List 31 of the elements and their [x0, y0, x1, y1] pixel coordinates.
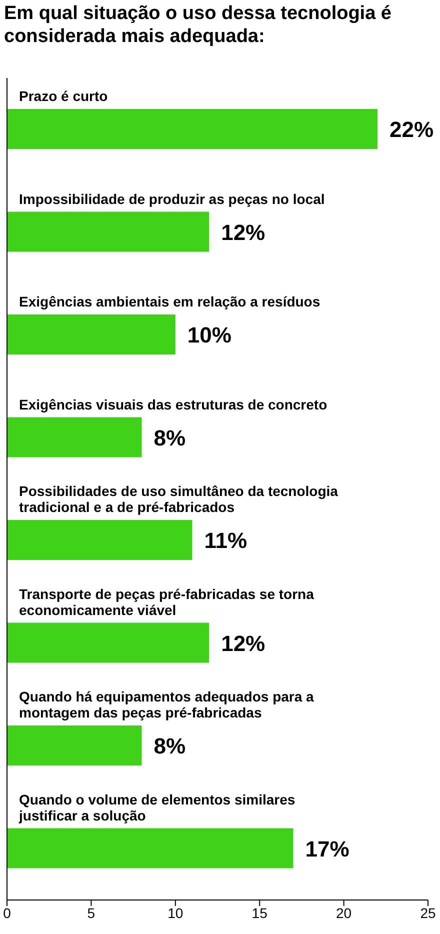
x-tick-label: 20: [336, 904, 352, 921]
data-label: 10%: [187, 322, 232, 348]
data-label: 12%: [221, 220, 266, 245]
bar: [7, 212, 210, 252]
bar: [7, 726, 142, 766]
bar: [7, 109, 378, 149]
data-label: 11%: [204, 528, 248, 553]
data-label: 22%: [389, 117, 434, 142]
x-tick-label: 5: [87, 904, 96, 921]
x-tick-label: 15: [252, 904, 268, 921]
y-tick-label: Possibilidades de uso simultâneo da tecnologia tradicional e a de pré-fabricados: [19, 483, 338, 515]
y-tick-label: Exigências ambientais em relação a resíduos: [19, 294, 320, 310]
y-tick-label: Quando o volume de elementos similares justificar a solução: [18, 791, 296, 824]
data-label: 17%: [305, 836, 350, 862]
y-tick-label: Exigências visuais das estruturas de concreto: [19, 396, 328, 412]
chart-title: Em qual situação o uso dessa tecnologia é considerada mais adequada:: [3, 2, 392, 48]
x-tick-label: 25: [420, 904, 436, 921]
y-tick-label: Impossibilidade de produzir as peças no local: [19, 190, 325, 207]
bar: [7, 417, 142, 458]
data-label: 12%: [221, 630, 266, 656]
data-label: 8%: [154, 734, 186, 758]
bar: [7, 314, 176, 354]
bar: [7, 622, 210, 663]
y-tick-label: Prazo é curto: [19, 88, 108, 104]
x-tick-label: 10: [168, 904, 184, 921]
y-tick-label: Transporte de peças pré-fabricadas se torna economicamente viável: [19, 586, 314, 618]
x-tick-label: 0: [3, 904, 12, 921]
bar: [7, 520, 192, 560]
y-tick-label: Quando há equipamentos adequados para a montagem das peças pré-fabricadas: [19, 688, 314, 720]
bar: [7, 828, 294, 868]
data-label: 8%: [154, 425, 186, 450]
